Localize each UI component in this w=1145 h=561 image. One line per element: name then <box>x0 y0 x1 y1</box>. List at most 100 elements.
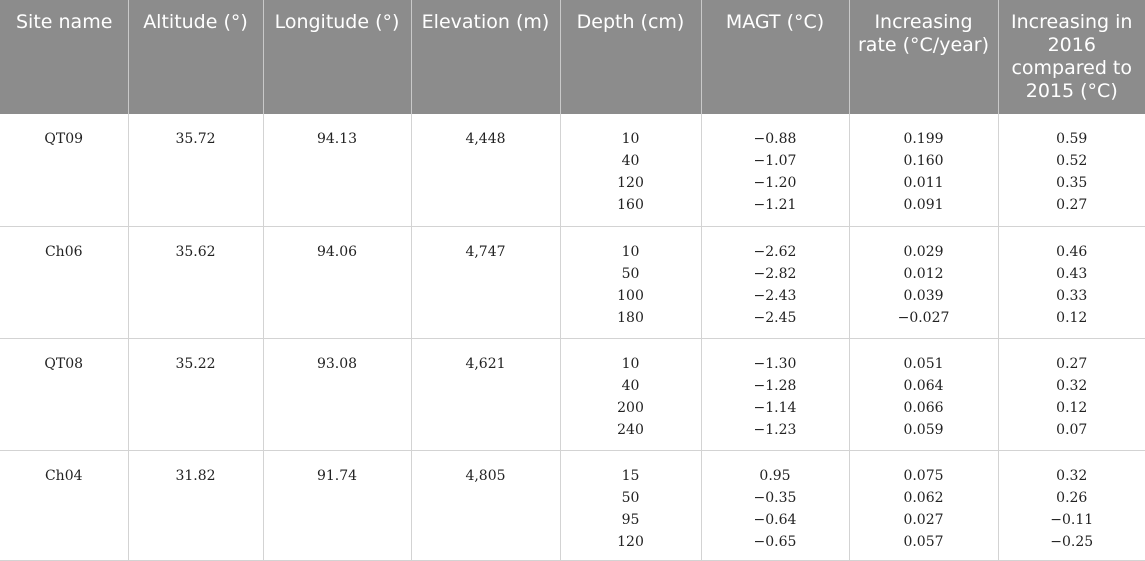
increase-value: 0.27 <box>1056 197 1088 213</box>
depth-value: 100 <box>617 287 644 304</box>
altitude-cell: 35.62 <box>128 226 264 339</box>
site-name-cell: QT09 <box>0 114 129 227</box>
increase-value: 0.46 <box>1056 243 1088 260</box>
magt-value: −2.82 <box>753 265 797 282</box>
magt-cell: −0.88 −1.07 −1.20 −1.21 <box>701 114 850 227</box>
magt-value: −1.07 <box>753 153 797 169</box>
rate-cell: 0.199 0.160 0.011 0.091 <box>849 114 999 227</box>
header-increase-2016: Increasing in 2016 compared to 2015 (°C) <box>998 0 1145 114</box>
elevation-cell: 4,747 <box>411 226 561 339</box>
longitude-cell: 94.13 <box>263 114 412 227</box>
rate-value: 0.059 <box>903 421 944 438</box>
table-row: QT08 35.22 93.08 4,621 10 40 200 240 −1.… <box>0 338 1145 451</box>
depth-value: 160 <box>617 197 644 213</box>
longitude-cell: 91.74 <box>263 450 412 561</box>
increase-value: 0.43 <box>1056 265 1088 282</box>
header-depth: Depth (cm) <box>560 0 702 114</box>
table-body: QT09 35.72 94.13 4,448 10 40 120 160 −0.… <box>0 114 1145 561</box>
table-header: Site name Altitude (°) Longitude (°) Ele… <box>0 0 1145 114</box>
rate-value: 0.039 <box>903 287 944 304</box>
increase-value: 0.07 <box>1056 421 1088 438</box>
magt-value: −1.28 <box>753 377 797 394</box>
header-longitude: Longitude (°) <box>263 0 412 114</box>
elevation-cell: 4,621 <box>411 338 561 451</box>
increase-value: −0.25 <box>1050 533 1094 550</box>
increase-value: 0.52 <box>1056 153 1088 169</box>
depth-value: 120 <box>617 533 644 550</box>
depth-value: 120 <box>617 175 644 191</box>
rate-value: 0.029 <box>903 243 944 260</box>
magt-value: −0.65 <box>753 533 797 550</box>
magt-value: −2.43 <box>753 287 797 304</box>
magt-value: −2.45 <box>753 309 797 326</box>
increase-value: 0.27 <box>1056 355 1088 372</box>
header-row: Site name Altitude (°) Longitude (°) Ele… <box>0 0 1145 114</box>
depth-cell: 10 40 200 240 <box>560 338 702 451</box>
depth-cell: 10 50 100 180 <box>560 226 702 339</box>
longitude-cell: 93.08 <box>263 338 412 451</box>
rate-value: 0.075 <box>903 467 944 484</box>
depth-cell: 10 40 120 160 <box>560 114 702 227</box>
table-row: Ch06 35.62 94.06 4,747 10 50 100 180 −2.… <box>0 226 1145 339</box>
header-site-name: Site name <box>0 0 129 114</box>
altitude-cell: 35.22 <box>128 338 264 451</box>
altitude-cell: 31.82 <box>128 450 264 561</box>
depth-value: 95 <box>621 511 640 528</box>
increase-value: 0.32 <box>1056 467 1088 484</box>
depth-value: 180 <box>617 309 644 326</box>
depth-value: 50 <box>621 265 640 282</box>
longitude-cell: 94.06 <box>263 226 412 339</box>
increase-cell: 0.46 0.43 0.33 0.12 <box>998 226 1145 339</box>
elevation-cell: 4,448 <box>411 114 561 227</box>
rate-value: 0.062 <box>903 489 944 506</box>
increase-value: −0.11 <box>1050 511 1094 528</box>
increase-cell: 0.59 0.52 0.35 0.27 <box>998 114 1145 227</box>
rate-value: 0.051 <box>903 355 944 372</box>
increase-value: 0.35 <box>1056 175 1088 191</box>
magt-value: −0.35 <box>753 489 797 506</box>
depth-value: 50 <box>621 489 640 506</box>
depth-value: 10 <box>621 355 640 372</box>
rate-value: 0.027 <box>903 511 944 528</box>
magt-cell: −1.30 −1.28 −1.14 −1.23 <box>701 338 850 451</box>
table-row: QT09 35.72 94.13 4,448 10 40 120 160 −0.… <box>0 114 1145 227</box>
depth-value: 15 <box>621 467 640 484</box>
header-magt: MAGT (°C) <box>701 0 850 114</box>
increase-value: 0.33 <box>1056 287 1088 304</box>
depth-value: 200 <box>617 399 644 416</box>
rate-value: 0.012 <box>903 265 944 282</box>
depth-cell: 15 50 95 120 <box>560 450 702 561</box>
rate-value: 0.091 <box>903 197 944 213</box>
rate-value: 0.066 <box>903 399 944 416</box>
rate-value: 0.057 <box>903 533 944 550</box>
depth-value: 240 <box>617 421 644 438</box>
increase-cell: 0.32 0.26 −0.11 −0.25 <box>998 450 1145 561</box>
header-altitude: Altitude (°) <box>128 0 264 114</box>
header-elevation: Elevation (m) <box>411 0 561 114</box>
magt-value: −2.62 <box>753 243 797 260</box>
altitude-cell: 35.72 <box>128 114 264 227</box>
rate-value: 0.011 <box>903 175 944 191</box>
increase-value: 0.59 <box>1056 131 1088 147</box>
depth-value: 10 <box>621 243 640 260</box>
increase-cell: 0.27 0.32 0.12 0.07 <box>998 338 1145 451</box>
increase-value: 0.26 <box>1056 489 1088 506</box>
magt-value: −1.21 <box>753 197 797 213</box>
rate-cell: 0.075 0.062 0.027 0.057 <box>849 450 999 561</box>
rate-value: 0.064 <box>903 377 944 394</box>
depth-value: 40 <box>621 377 640 394</box>
magt-value: −1.23 <box>753 421 797 438</box>
increase-value: 0.12 <box>1056 309 1088 326</box>
rate-value: 0.160 <box>903 153 944 169</box>
magt-value: −1.30 <box>753 355 797 372</box>
magt-value: −1.14 <box>753 399 797 416</box>
increase-value: 0.32 <box>1056 377 1088 394</box>
elevation-cell: 4,805 <box>411 450 561 561</box>
magt-cell: −2.62 −2.82 −2.43 −2.45 <box>701 226 850 339</box>
rate-cell: 0.051 0.064 0.066 0.059 <box>849 338 999 451</box>
header-increasing-rate: Increasing rate (°C/year) <box>849 0 999 114</box>
rate-value: 0.199 <box>903 131 944 147</box>
rate-cell: 0.029 0.012 0.039 −0.027 <box>849 226 999 339</box>
magt-cell: 0.95 −0.35 −0.64 −0.65 <box>701 450 850 561</box>
